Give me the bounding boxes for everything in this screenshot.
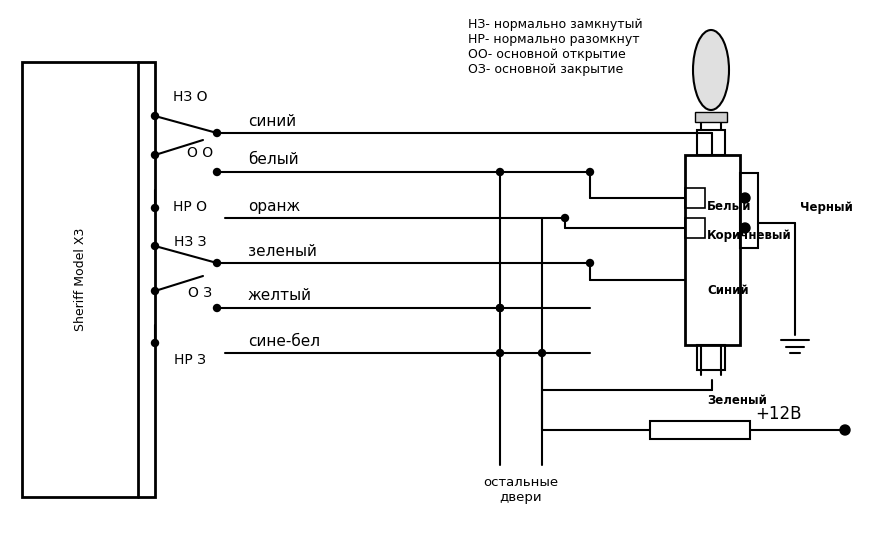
Bar: [695, 112, 727, 122]
Circle shape: [151, 204, 158, 211]
Circle shape: [214, 169, 220, 176]
Text: сине-бел: сине-бел: [248, 334, 320, 349]
Text: Черный: Черный: [800, 201, 853, 214]
Circle shape: [151, 152, 158, 158]
Circle shape: [151, 339, 158, 347]
Circle shape: [214, 129, 220, 137]
Text: желтый: желтый: [248, 288, 312, 304]
Bar: [650, 421, 750, 439]
Circle shape: [497, 305, 504, 311]
Bar: [685, 218, 705, 238]
Text: НЗ З: НЗ З: [174, 235, 206, 249]
Text: Белый: Белый: [707, 200, 751, 213]
Text: +12В: +12В: [755, 405, 802, 423]
Text: остальные: остальные: [484, 475, 559, 488]
Text: О О: О О: [187, 146, 213, 160]
Bar: [685, 155, 740, 345]
Circle shape: [497, 169, 504, 176]
Bar: [22, 62, 155, 497]
Text: зеленый: зеленый: [248, 243, 316, 258]
Circle shape: [538, 349, 545, 357]
Circle shape: [151, 243, 158, 249]
Text: НР З: НР З: [174, 353, 206, 367]
Circle shape: [561, 214, 568, 222]
Text: Коричневый: Коричневый: [707, 229, 792, 243]
Circle shape: [740, 223, 750, 233]
Circle shape: [151, 287, 158, 295]
Text: НЗ- нормально замкнутый
НР- нормально разомкнут
ОО- основной открытие
ОЗ- основн: НЗ- нормально замкнутый НР- нормально ра…: [468, 18, 643, 76]
Text: О З: О З: [188, 286, 212, 300]
Circle shape: [740, 193, 750, 203]
Circle shape: [214, 305, 220, 311]
Circle shape: [586, 259, 593, 267]
Text: белый: белый: [248, 152, 299, 167]
Ellipse shape: [693, 30, 729, 110]
Bar: [685, 188, 705, 208]
Circle shape: [214, 259, 220, 267]
Text: НЗ О: НЗ О: [172, 90, 207, 104]
Circle shape: [497, 349, 504, 357]
Circle shape: [586, 169, 593, 176]
Text: Sheriff Model X3: Sheriff Model X3: [73, 228, 87, 331]
Bar: [697, 130, 725, 155]
Text: синий: синий: [248, 113, 296, 128]
Bar: [697, 345, 725, 370]
Text: Зеленый: Зеленый: [707, 393, 767, 406]
Circle shape: [497, 305, 504, 311]
Bar: [740, 173, 758, 248]
Text: двери: двери: [499, 492, 542, 504]
Text: оранж: оранж: [248, 199, 301, 214]
Text: Синий: Синий: [707, 283, 749, 296]
Circle shape: [840, 425, 850, 435]
Text: НР О: НР О: [173, 200, 207, 214]
Circle shape: [151, 113, 158, 119]
